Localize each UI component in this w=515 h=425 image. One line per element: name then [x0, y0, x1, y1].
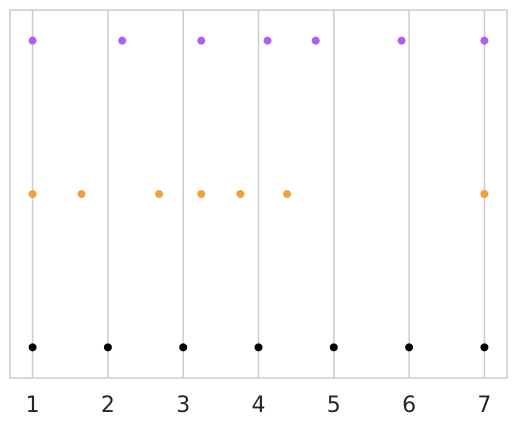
data-point	[197, 36, 206, 45]
data-point	[28, 343, 37, 352]
data-point	[480, 343, 489, 352]
series-0	[28, 343, 489, 352]
x-tick-label: 3	[176, 393, 190, 418]
x-tick-label: 2	[101, 393, 115, 418]
data-point	[155, 190, 164, 198]
data-point	[263, 36, 272, 45]
data-point	[28, 190, 37, 198]
data-point	[254, 343, 263, 352]
plot-frame	[9, 9, 508, 379]
series-1	[28, 190, 489, 198]
data-point	[397, 36, 406, 45]
data-point	[329, 343, 338, 352]
data-point	[480, 36, 489, 45]
data-point	[77, 190, 86, 198]
grid-lines	[31, 10, 486, 378]
x-tick-labels: 1 2 3 4 5 6 7	[26, 393, 492, 418]
data-point	[283, 190, 292, 198]
x-tick-label: 1	[26, 393, 40, 418]
data-point	[236, 190, 245, 198]
x-tick-label: 5	[327, 393, 341, 418]
data-point	[118, 36, 127, 45]
data-points	[28, 36, 489, 352]
series-2	[28, 36, 489, 45]
data-point	[179, 343, 188, 352]
data-point	[197, 190, 206, 198]
data-point	[480, 190, 489, 198]
data-point	[405, 343, 414, 352]
x-tick-label: 7	[477, 393, 491, 418]
x-tick-label: 4	[252, 393, 266, 418]
x-tick-label: 6	[402, 393, 416, 418]
data-point	[311, 36, 320, 45]
data-point	[28, 36, 37, 45]
data-point	[103, 343, 112, 352]
